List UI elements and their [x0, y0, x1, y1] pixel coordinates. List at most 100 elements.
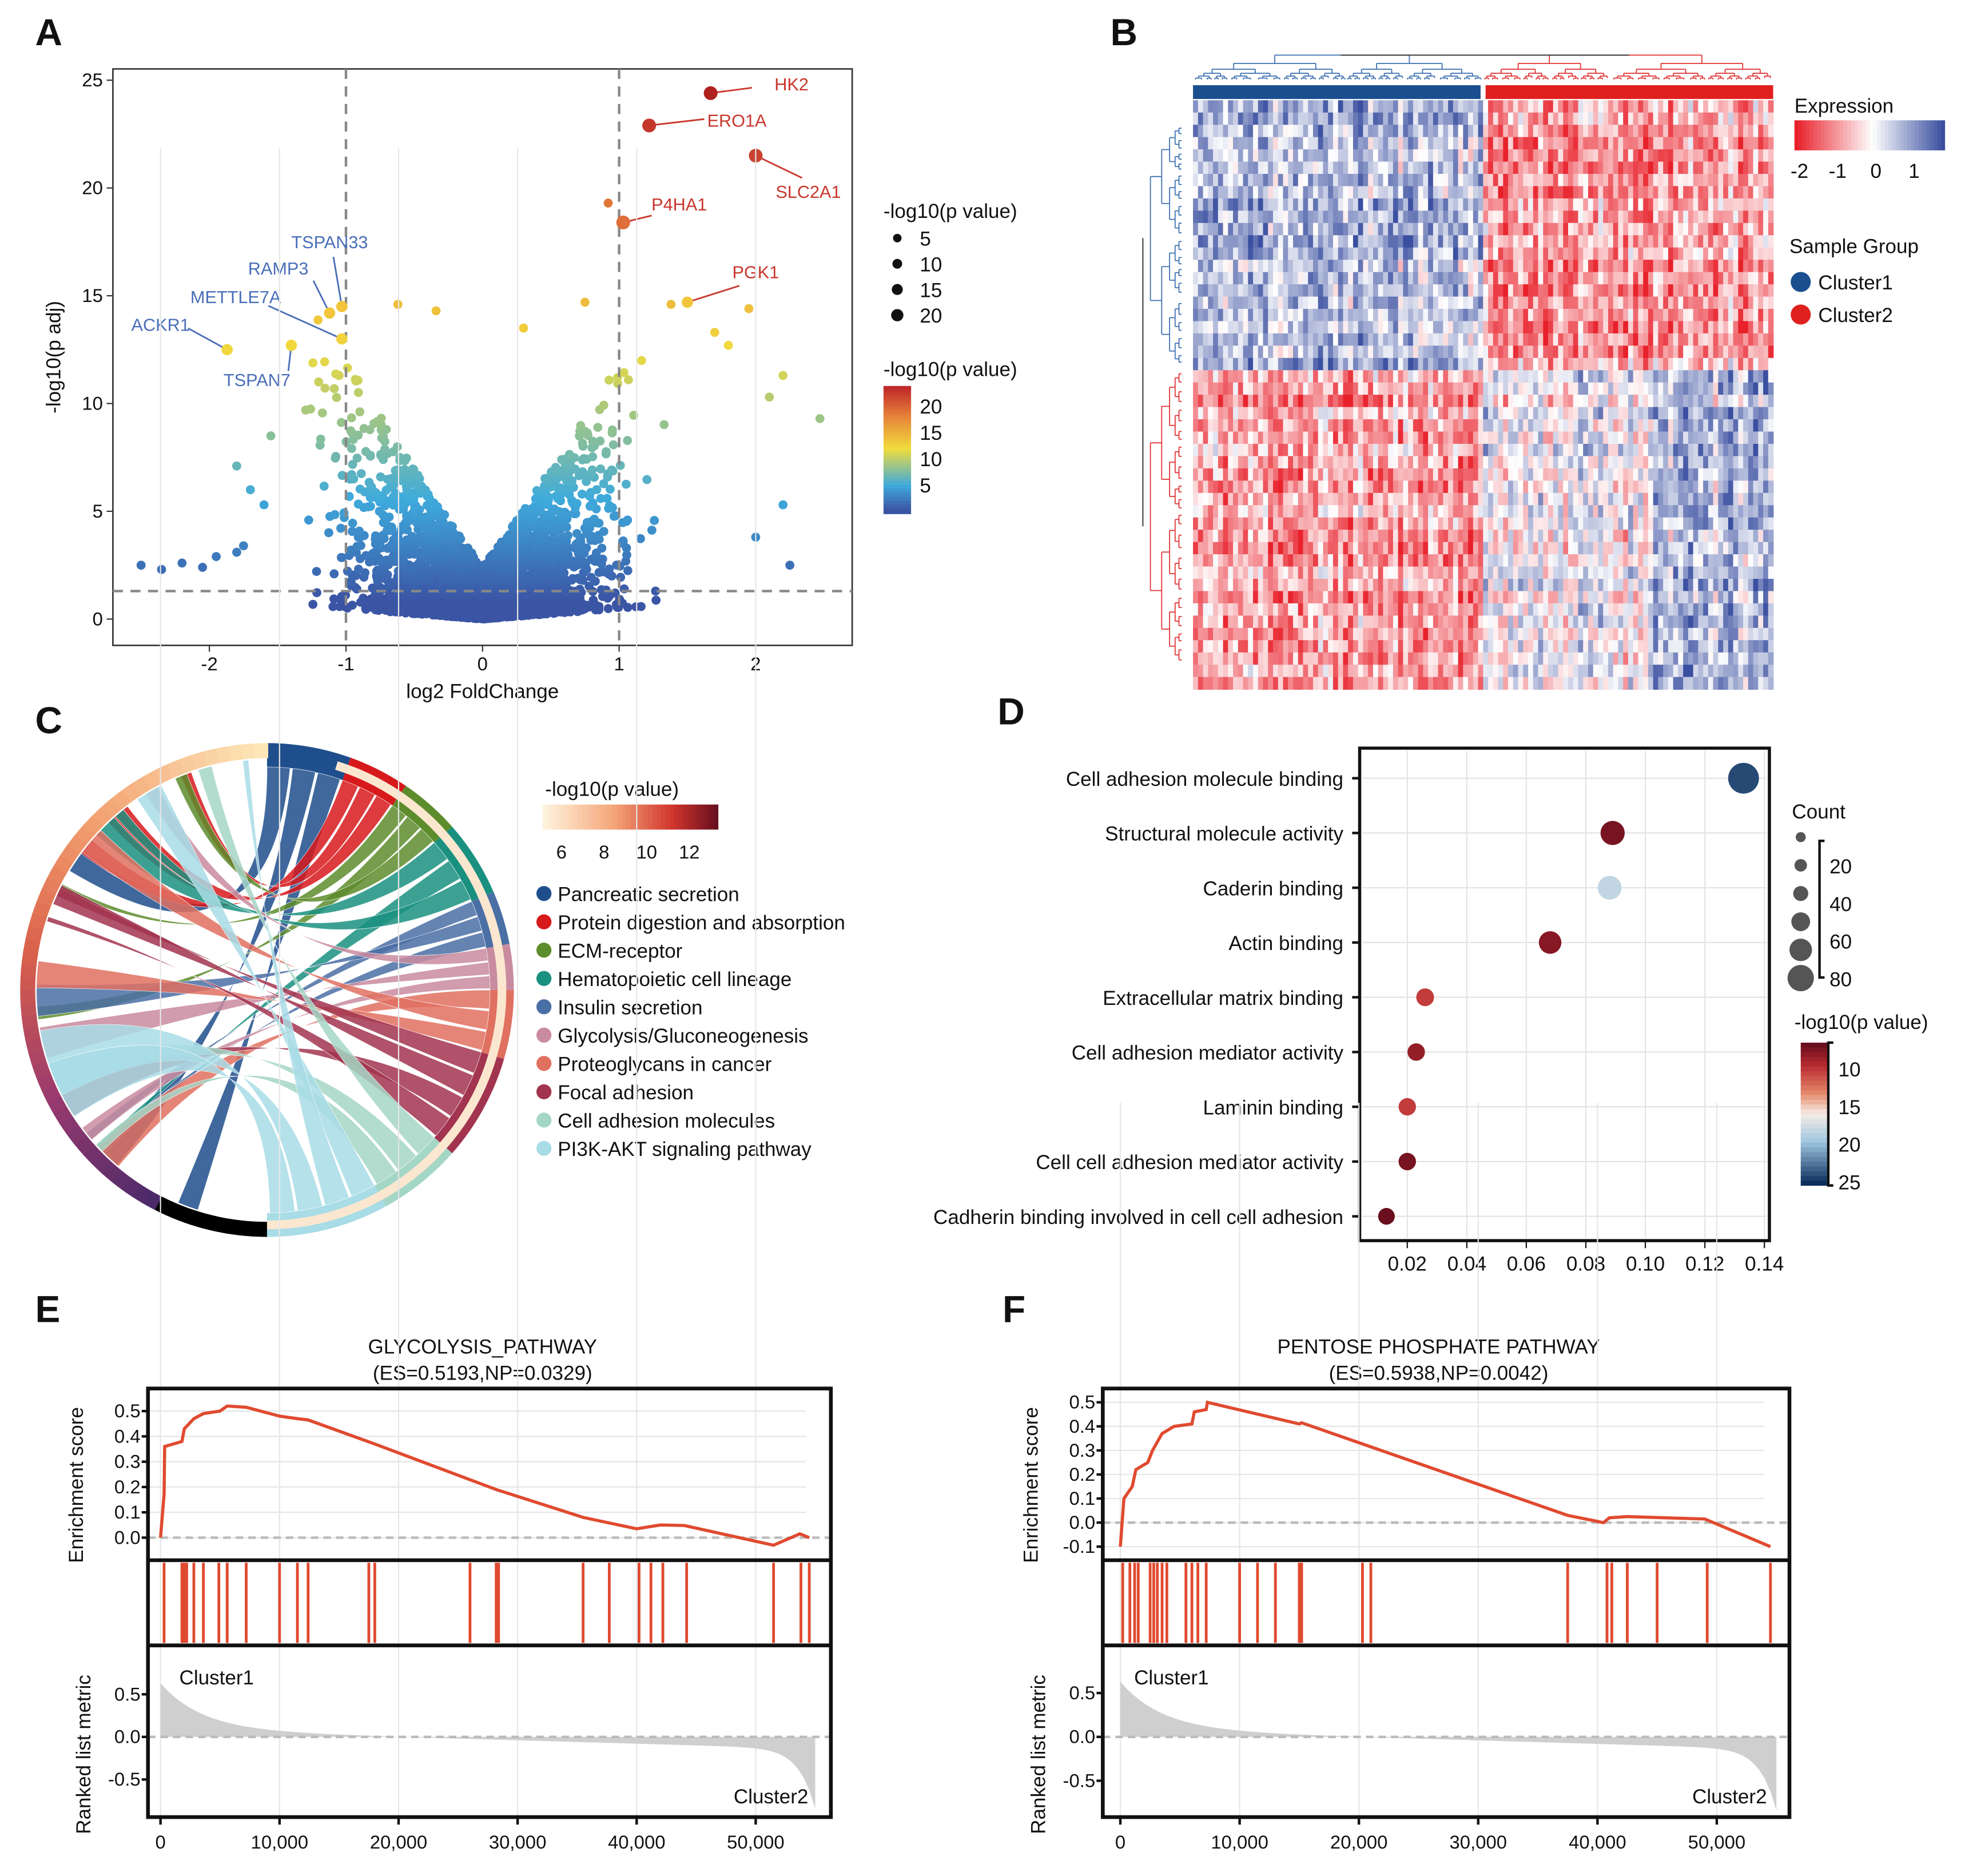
heatmap-cell: [1763, 284, 1769, 297]
heatmap-cell: [1623, 210, 1629, 224]
heatmap-cell: [1588, 321, 1594, 334]
heatmap-cell: [1248, 247, 1254, 261]
heatmap-cell: [1598, 100, 1604, 113]
heatmap-cell: [1568, 247, 1574, 261]
heatmap-cell: [1203, 100, 1209, 113]
heatmap-cell: [1468, 222, 1474, 236]
heatmap-cell: [1758, 161, 1764, 174]
heatmap-cell: [1653, 235, 1659, 248]
heatmap-cell: [1438, 235, 1444, 248]
heatmap-cell: [1448, 284, 1454, 297]
heatmap-cell: [1708, 235, 1714, 248]
heatmap-cell: [1593, 272, 1599, 285]
heatmap-cell: [1703, 161, 1709, 174]
heatmap-cell: [1428, 284, 1434, 297]
heatmap-cell: [1733, 210, 1739, 224]
heatmap-cell: [1398, 222, 1404, 236]
heatmap-cell: [1598, 137, 1604, 150]
heatmap-cell: [1312, 125, 1319, 138]
heatmap-cell: [1332, 296, 1339, 309]
heatmap-cell: [1448, 137, 1454, 150]
heatmap-cell: [1653, 174, 1659, 187]
heatmap-cell: [1573, 321, 1579, 334]
heatmap-cell: [1753, 309, 1759, 322]
heatmap-cell: [1478, 174, 1484, 187]
heatmap-cell: [1578, 284, 1584, 297]
heatmap-cell: [1478, 235, 1484, 248]
heatmap-cell: [1353, 272, 1359, 285]
heatmap-cell: [1348, 210, 1354, 224]
heatmap-cell: [1503, 260, 1509, 273]
heatmap-cell: [1553, 247, 1559, 261]
heatmap-cell: [1332, 161, 1339, 174]
heatmap-cell: [1193, 137, 1199, 150]
heatmap-cell: [1483, 137, 1489, 150]
heatmap-cell: [1593, 321, 1599, 334]
heatmap-cell: [1263, 235, 1269, 248]
heatmap-cell: [1423, 137, 1429, 150]
colorbar-segment: [883, 427, 912, 431]
heatmap-cell: [1388, 186, 1394, 199]
heatmap-cell: [1318, 260, 1324, 273]
heatmap-cell: [1413, 296, 1419, 309]
heatmap-cell: [1768, 222, 1774, 236]
heatmap-cell: [1433, 272, 1439, 285]
heatmap-cell: [1638, 186, 1644, 199]
heatmap-cell: [1708, 210, 1714, 224]
gene-point: [519, 323, 528, 333]
heatmap-cell: [1458, 112, 1464, 126]
heatmap-cell: [1578, 100, 1584, 113]
heatmap-cell: [1678, 309, 1684, 322]
heatmap-cell: [1633, 296, 1639, 309]
heatmap-cell: [1633, 149, 1639, 162]
heatmap-cell: [1248, 260, 1254, 273]
heatmap-cell: [1278, 272, 1284, 285]
heatmap-cell: [1463, 235, 1469, 248]
heatmap-cell: [1743, 284, 1749, 297]
heatmap-cell: [1453, 210, 1459, 224]
heatmap-cell: [1593, 149, 1599, 162]
heatmap-cell: [1393, 100, 1399, 113]
heatmap-cell: [1663, 222, 1669, 236]
heatmap-cell: [1473, 321, 1479, 334]
heatmap-cell: [1393, 137, 1399, 150]
heatmap-cell: [1273, 112, 1279, 126]
colorbar-segment: [883, 466, 912, 470]
heatmap-cell: [1303, 210, 1309, 224]
heatmap-cell: [1388, 112, 1394, 126]
heatmap-cell: [1278, 210, 1284, 224]
gene-point: [599, 527, 608, 536]
gene-point: [659, 420, 669, 430]
heatmap-cell: [1388, 284, 1394, 297]
heatmap-cell: [1718, 161, 1724, 174]
heatmap-cell: [1483, 198, 1489, 212]
heatmap-cell: [1198, 100, 1204, 113]
heatmap-cell: [1573, 235, 1579, 248]
heatmap-cell: [1738, 137, 1744, 150]
heatmap-cell: [1193, 210, 1199, 224]
heatmap-cell: [1223, 186, 1229, 199]
heatmap-cell: [1478, 186, 1484, 199]
heatmap-cell: [1693, 186, 1699, 199]
heatmap-cell: [1593, 260, 1599, 273]
heatmap-cell: [1268, 284, 1274, 297]
heatmap-cell: [1193, 149, 1199, 162]
heatmap-cell: [1488, 210, 1494, 224]
heatmap-cell: [1258, 112, 1264, 126]
heatmap-cell: [1398, 260, 1404, 273]
size-legend-label: 10: [920, 253, 942, 276]
heatmap-cell: [1683, 296, 1689, 309]
heatmap-cell: [1553, 125, 1559, 138]
colorbar-segment: [883, 459, 912, 463]
heatmap-cell: [1288, 112, 1294, 126]
gene-point: [366, 502, 375, 511]
heatmap-cell: [1658, 309, 1664, 322]
heatmap-cell: [1728, 112, 1734, 126]
heatmap-cell: [1498, 247, 1504, 261]
heatmap-cell: [1203, 272, 1209, 285]
heatmap-cell: [1413, 174, 1419, 187]
heatmap-cell: [1648, 137, 1654, 150]
heatmap-cell: [1543, 186, 1549, 199]
gene-label: ERO1A: [707, 111, 767, 130]
heatmap-cell: [1598, 186, 1604, 199]
